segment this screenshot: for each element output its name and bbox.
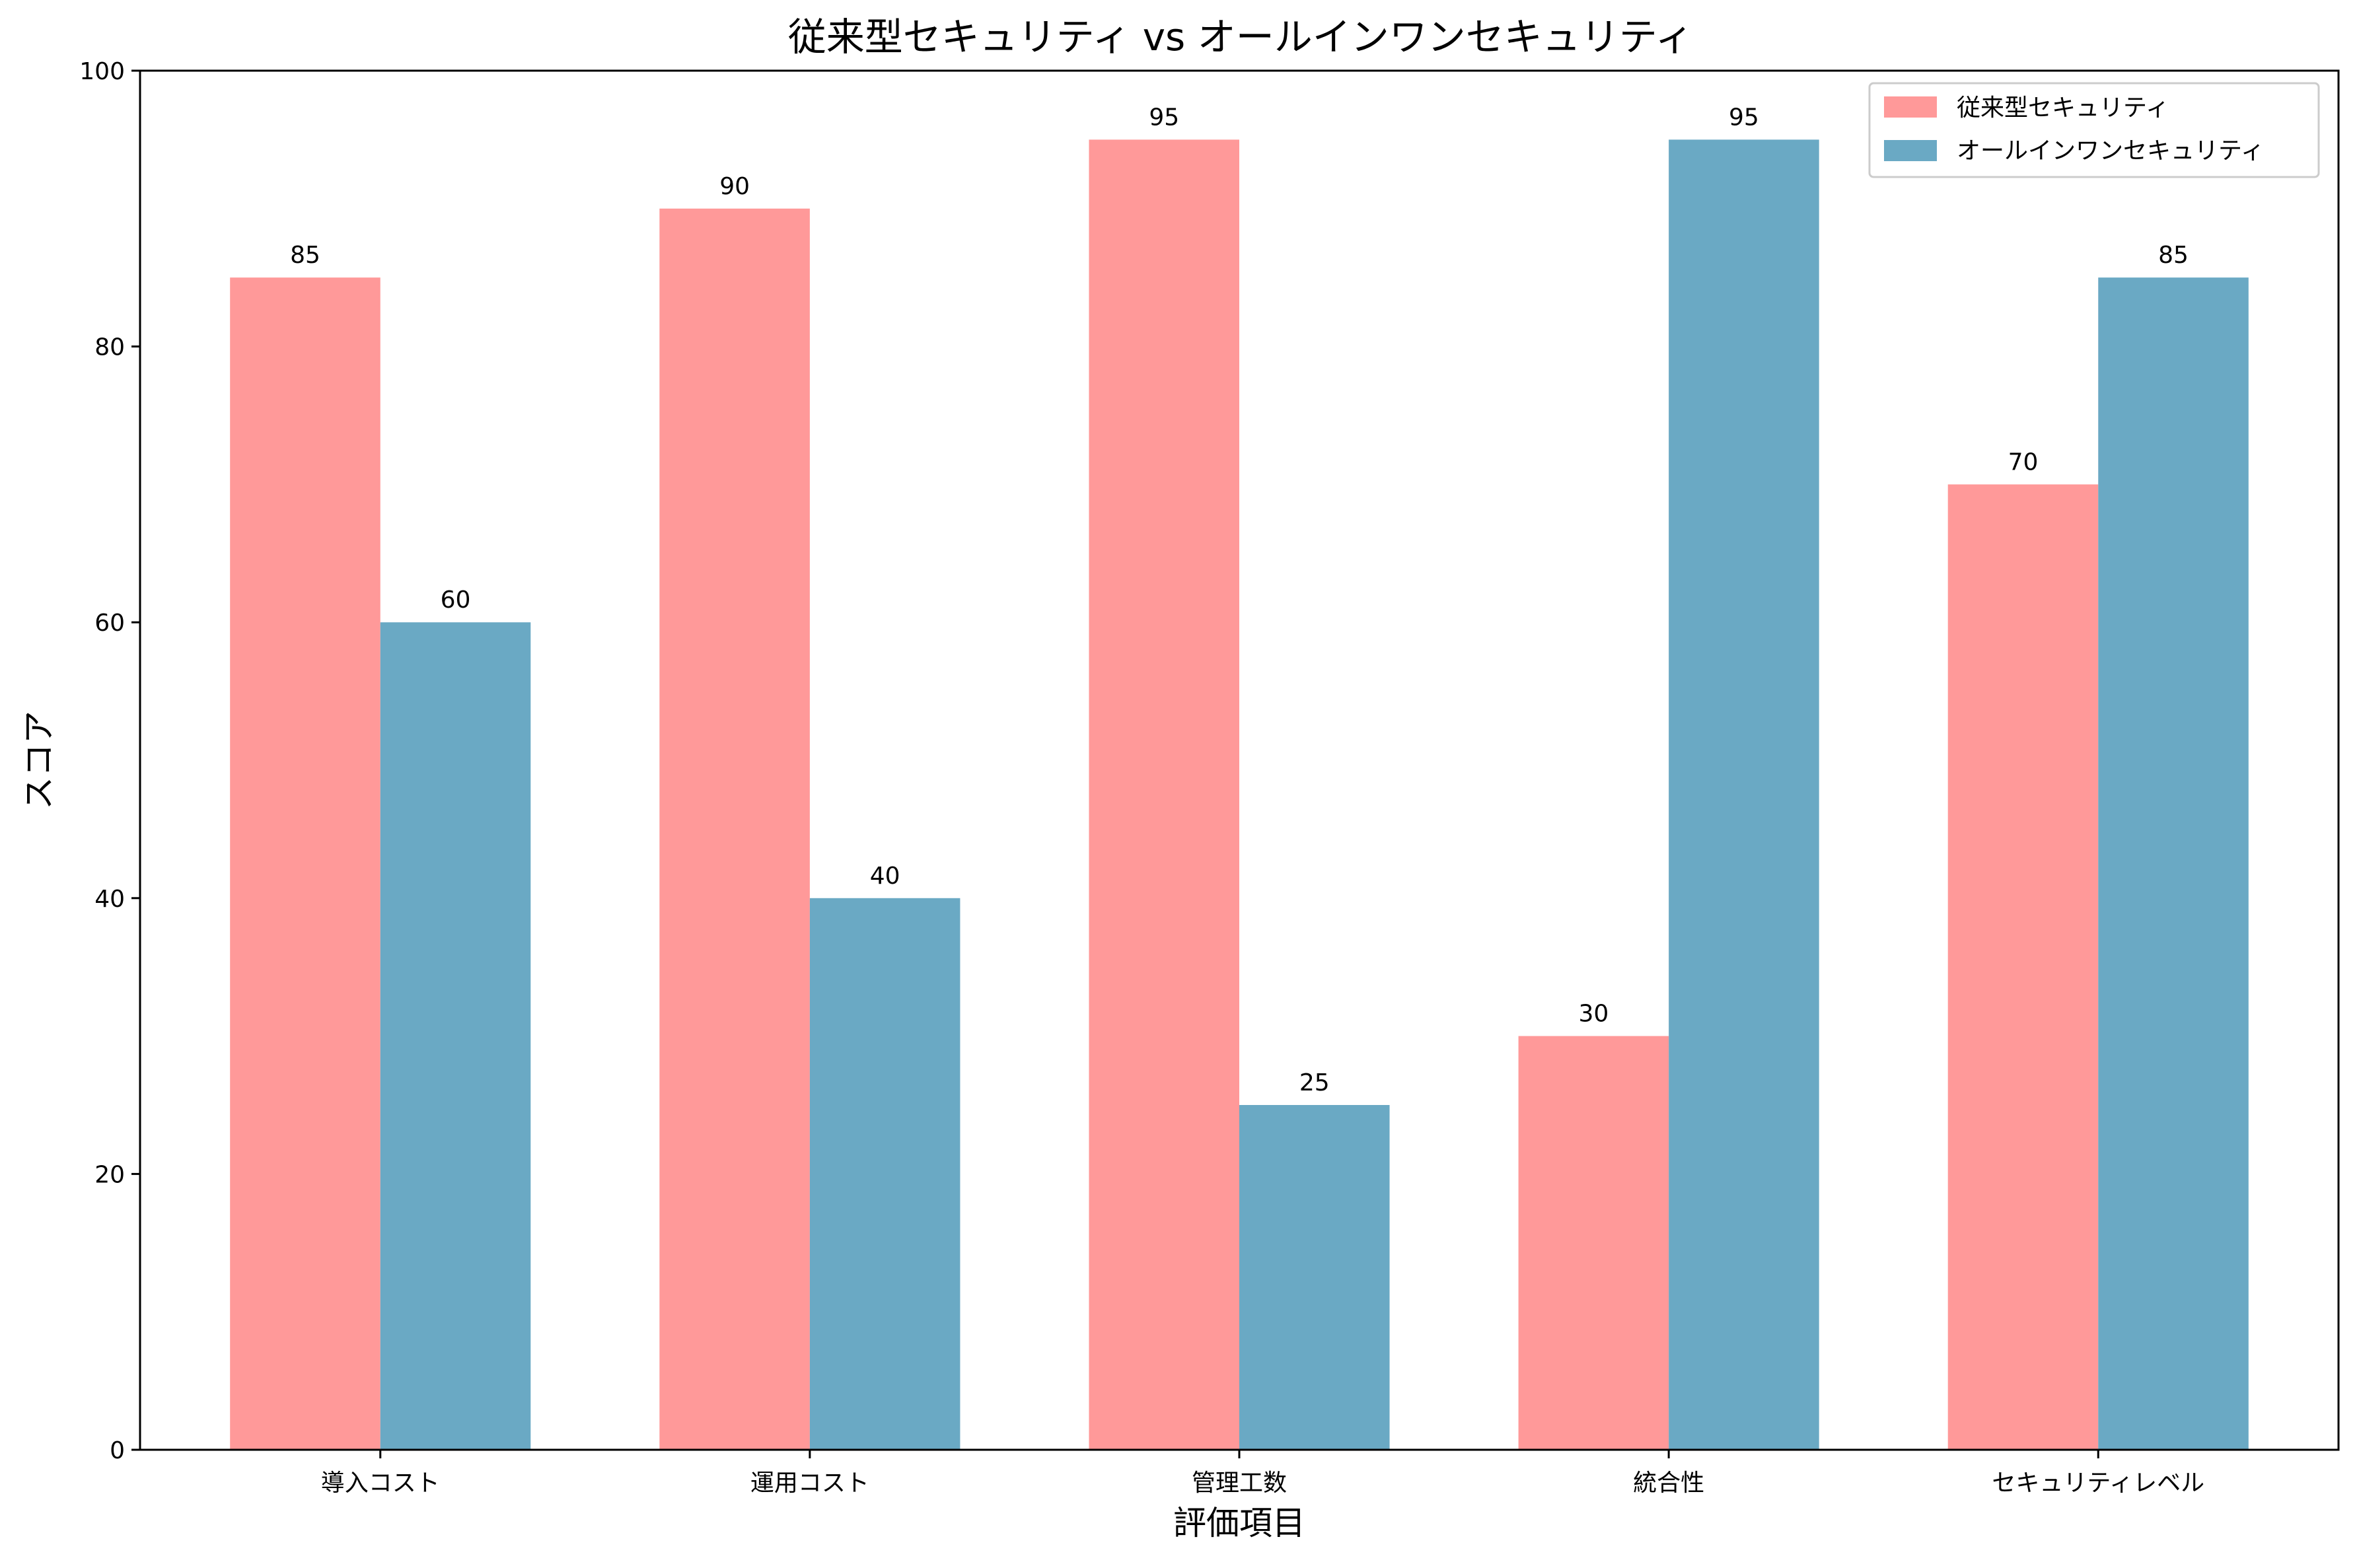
legend-swatch-series-1 (1884, 140, 1937, 161)
x-axis-label: 評価項目 (1173, 1504, 1305, 1542)
data-label: 85 (290, 242, 320, 269)
y-tick-label: 0 (110, 1437, 125, 1464)
data-label: 95 (1149, 104, 1179, 131)
legend-label-series-0: 従来型セキュリティ (1957, 94, 2169, 122)
data-label: 95 (1729, 104, 1759, 131)
x-tick-label: 運用コスト (750, 1470, 869, 1497)
x-tick-label: 統合性 (1633, 1470, 1704, 1497)
data-label: 40 (870, 863, 900, 890)
data-label: 85 (2158, 242, 2189, 269)
legend-swatch-series-0 (1884, 96, 1937, 118)
y-axis: 0 20 40 60 80 100 (79, 58, 140, 1464)
data-label: 30 (1578, 1001, 1609, 1028)
plot-area: 85 60 90 40 95 25 30 95 70 85 (230, 104, 2249, 1450)
legend: 従来型セキュリティ オールインワンセキュリティ (1868, 82, 2320, 178)
x-axis: 導入コスト 運用コスト 管理工数 統合性 セキュリティレベル (321, 1450, 2204, 1497)
bar-series-0-3 (1518, 1036, 1669, 1450)
legend-label-series-1: オールインワンセキュリティ (1957, 137, 2265, 164)
bar-series-0-0 (230, 277, 381, 1450)
bar-series-1-3 (1669, 139, 1819, 1450)
bar-series-0-4 (1947, 484, 2099, 1450)
chart-title: 従来型セキュリティ vs オールインワンセキュリティ (788, 15, 1693, 59)
data-label: 70 (2008, 448, 2039, 476)
bar-series-1-0 (380, 622, 531, 1450)
y-axis-label: スコア (20, 711, 58, 810)
bar-series-1-4 (2098, 277, 2249, 1450)
x-tick-label: 導入コスト (321, 1470, 440, 1497)
x-tick-label: セキュリティレベル (1992, 1470, 2204, 1497)
data-label: 60 (441, 587, 471, 614)
bar-series-1-1 (809, 898, 961, 1450)
y-tick-label: 100 (79, 58, 125, 85)
y-tick-label: 20 (94, 1161, 125, 1188)
data-label: 90 (719, 173, 750, 200)
bar-series-0-2 (1089, 139, 1239, 1450)
y-tick-label: 60 (94, 610, 125, 637)
y-tick-label: 80 (94, 334, 125, 361)
legend-frame (1868, 82, 2320, 178)
x-tick-label: 管理工数 (1192, 1470, 1287, 1497)
y-tick-label: 40 (94, 886, 125, 913)
bar-series-1-2 (1239, 1105, 1390, 1450)
data-label: 25 (1299, 1069, 1330, 1096)
bar-series-0-1 (659, 208, 810, 1450)
